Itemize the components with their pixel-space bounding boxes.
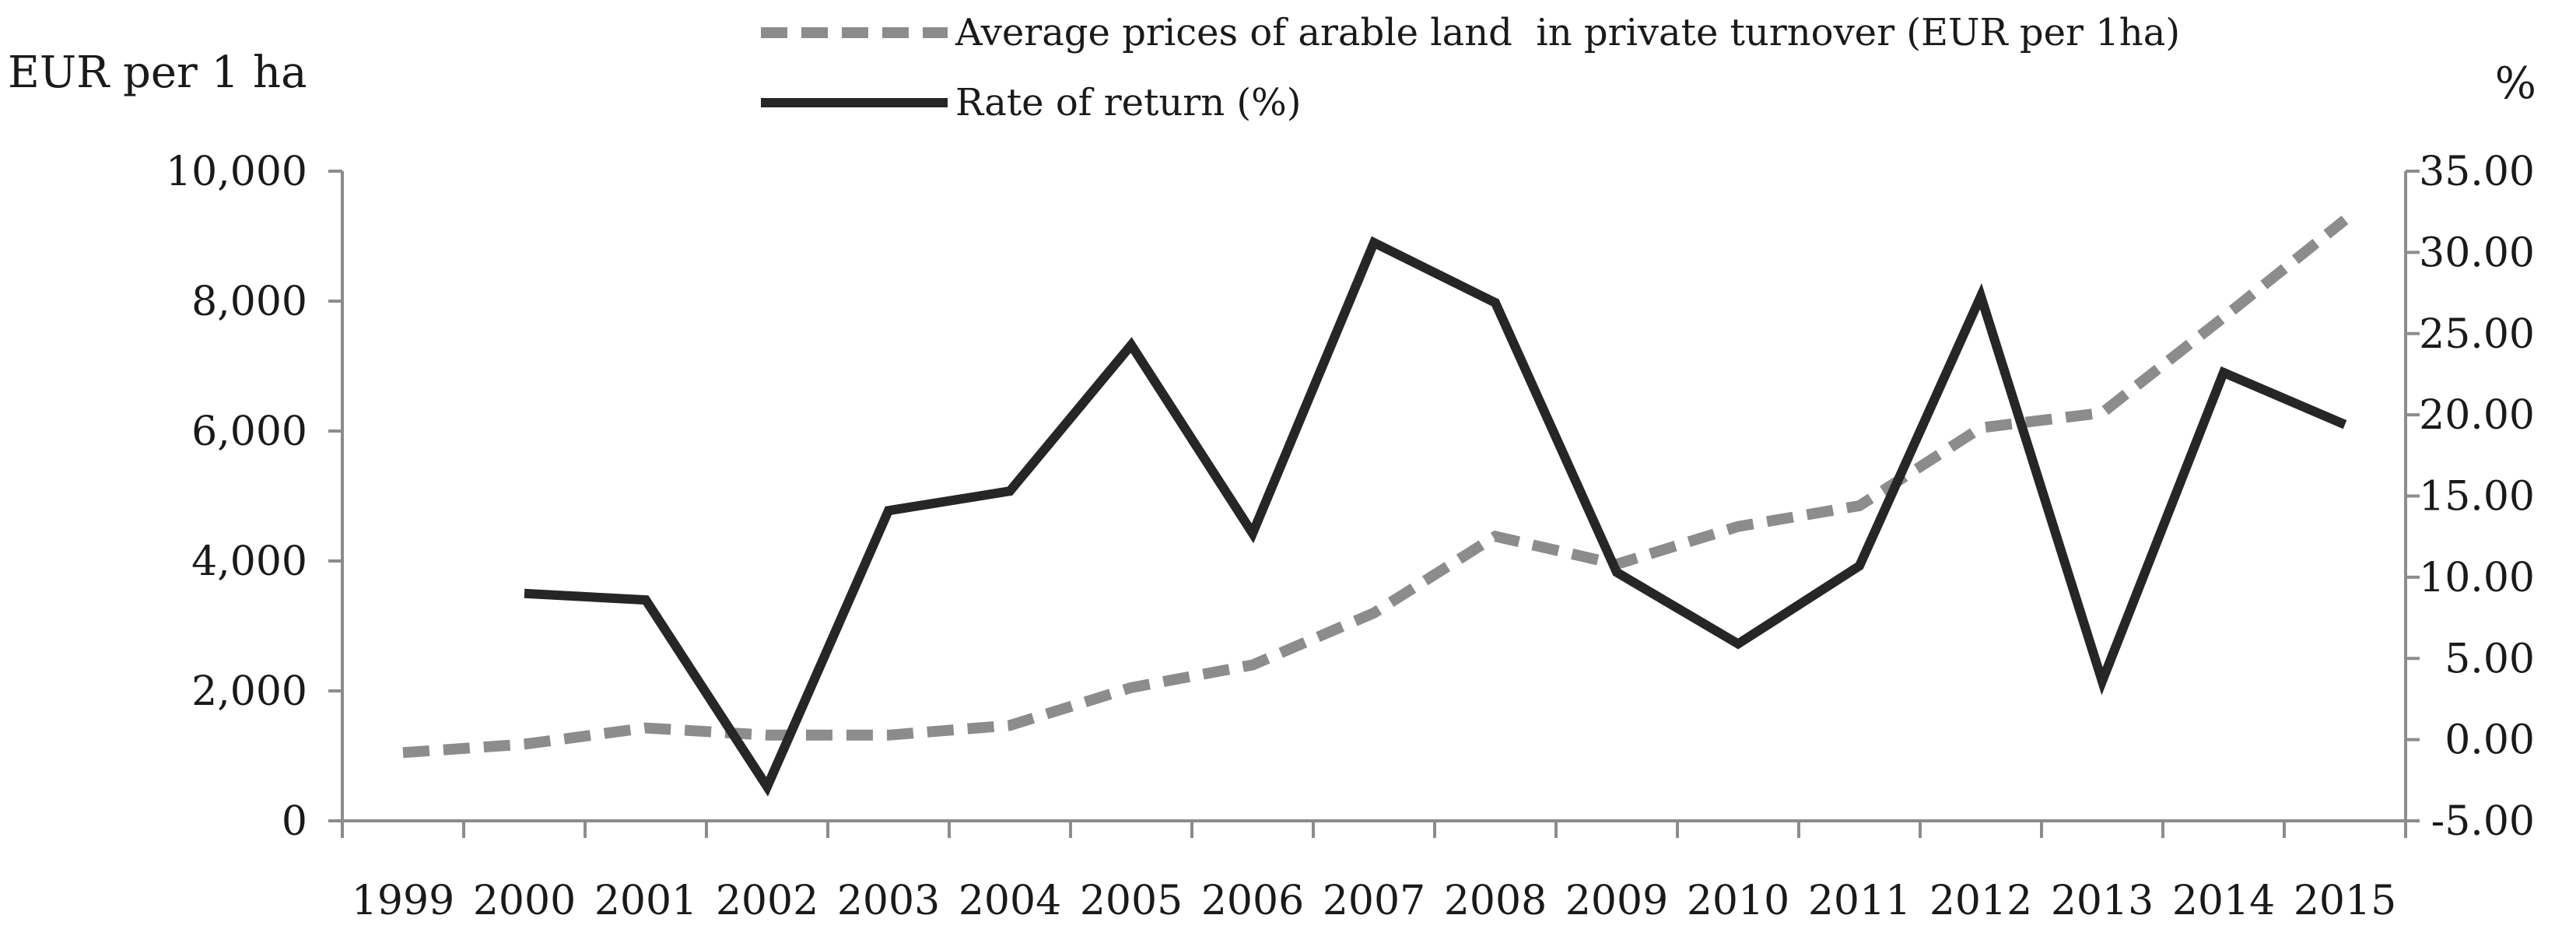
x-tick-label: 2010: [1687, 878, 1789, 924]
x-tick-label: 2009: [1565, 878, 1668, 924]
x-tick-label: 2008: [1444, 878, 1547, 924]
legend-label-rate-of-return: Rate of return (%): [955, 81, 1301, 124]
y-left-tick-label: 10,000: [166, 149, 307, 195]
x-tick-label: 2004: [959, 878, 1061, 924]
y-left-tick-label: 4,000: [191, 538, 307, 585]
y-right-tick-label: 0.00: [2445, 717, 2535, 764]
x-tick-label: 2001: [594, 878, 697, 924]
x-tick-label: 2005: [1080, 878, 1183, 924]
y-left-axis-title: EUR per 1 ha: [8, 47, 307, 98]
legend-label-land-price: Average prices of arable land in private…: [955, 11, 2180, 54]
x-tick-label: 2013: [2051, 878, 2154, 924]
y-right-tick-label: -5.00: [2431, 798, 2535, 845]
x-tick-label: 2006: [1201, 878, 1304, 924]
y-left-tick-label: 2,000: [191, 668, 307, 715]
x-tick-label: 2014: [2172, 878, 2275, 924]
y-right-tick-label: 20.00: [2419, 392, 2535, 439]
y-left-tick-label: 8,000: [191, 279, 307, 325]
y-right-tick-label: 10.00: [2419, 555, 2535, 601]
x-tick-label: 2012: [1929, 878, 2032, 924]
series-rate-of-return: [524, 236, 2347, 797]
y-left-tick-label: 6,000: [191, 408, 307, 455]
x-tick-label: 2011: [1808, 878, 1911, 924]
y-right-tick-label: 15.00: [2419, 474, 2535, 521]
legend: Average prices of arable land in private…: [761, 11, 2180, 124]
y-right-axis-title: %: [2495, 58, 2536, 109]
x-tick-label: 2015: [2294, 878, 2396, 924]
x-tick-label: 1999: [352, 878, 454, 924]
y-right-tick-label: 35.00: [2419, 149, 2535, 195]
x-tick-label: 2003: [837, 878, 940, 924]
series-rate-line: [524, 236, 2347, 797]
y-right-tick-label: 30.00: [2419, 230, 2535, 276]
y-right-tick-label: 5.00: [2445, 636, 2535, 682]
y-left-tick-label: 0: [282, 798, 307, 845]
x-tick-label: 2000: [473, 878, 576, 924]
axes: 0 2,000 4,000 6,000 8,000 10,000 -5.00 0.00 5.00…: [166, 149, 2535, 924]
x-tick-label: 2007: [1323, 878, 1425, 924]
x-tick-label: 2002: [716, 878, 818, 924]
y-right-tick-label: 25.00: [2419, 311, 2535, 358]
